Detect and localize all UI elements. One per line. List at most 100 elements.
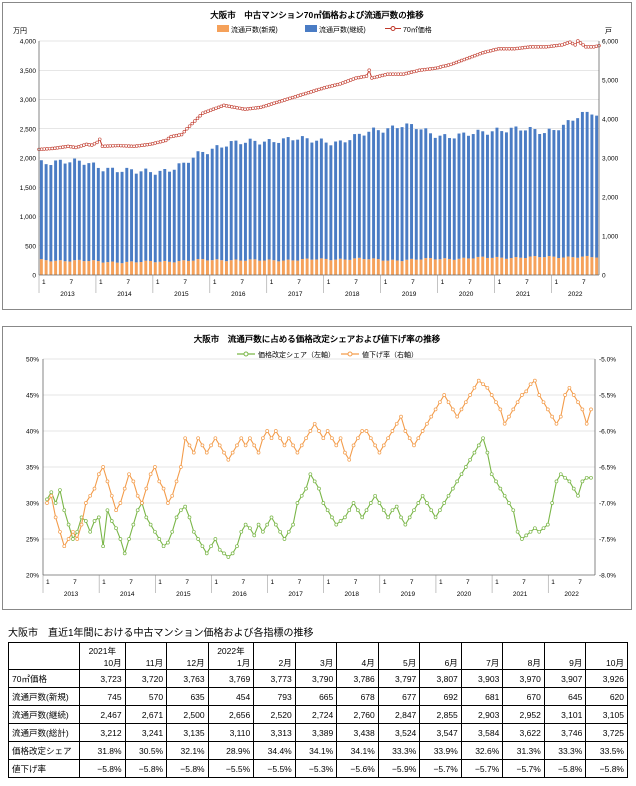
month-tick-label: 7 xyxy=(578,579,582,586)
bar-continuing xyxy=(73,158,77,261)
bar-continuing xyxy=(381,132,385,261)
bar-continuing xyxy=(168,171,171,262)
share-point xyxy=(533,526,537,531)
share-point xyxy=(589,475,593,480)
price-point xyxy=(87,143,91,147)
price-point xyxy=(98,137,102,141)
bar-continuing xyxy=(267,139,271,260)
month-header: 7月 xyxy=(460,642,504,670)
share-point xyxy=(507,501,511,505)
bar-new xyxy=(405,259,409,275)
legend-marker-share xyxy=(243,351,249,357)
bar-continuing xyxy=(96,167,100,262)
year-label: 2015 xyxy=(176,591,191,598)
bar-new xyxy=(391,259,395,275)
bar-new xyxy=(158,261,162,275)
legend-swatch-new xyxy=(217,25,229,32)
share-point xyxy=(170,529,175,534)
cut-point xyxy=(131,479,136,484)
bar-new xyxy=(528,256,532,275)
table-cell: 3,786 xyxy=(336,669,379,688)
share-point xyxy=(84,519,88,523)
year-label: 2016 xyxy=(232,591,247,598)
share-point xyxy=(286,529,291,534)
price-point xyxy=(568,40,572,44)
bar-new xyxy=(595,257,599,275)
cut-point xyxy=(114,508,118,513)
month-tick-label: 7 xyxy=(582,279,586,286)
share-point xyxy=(476,443,481,448)
cut-point xyxy=(312,421,317,426)
month-tick-label: 1 xyxy=(498,279,502,286)
left-tick-label: 1,500 xyxy=(20,185,37,192)
share-point xyxy=(438,508,442,513)
month-tick-label: 7 xyxy=(410,579,414,586)
table-cell: 33.3% xyxy=(543,741,587,760)
bar-new xyxy=(410,258,414,275)
year-label: 2019 xyxy=(401,591,416,598)
table-cell: 2,500 xyxy=(166,705,209,724)
bar-new xyxy=(481,256,485,275)
row-label: 流通戸数(新規) xyxy=(8,687,80,706)
price-point xyxy=(576,39,580,43)
bar-new xyxy=(443,258,447,275)
bar-continuing xyxy=(495,127,499,257)
bar-continuing xyxy=(196,151,200,260)
bar-new xyxy=(357,257,361,275)
cut-point xyxy=(187,443,192,448)
cut-point xyxy=(507,414,511,419)
cut-point xyxy=(343,450,347,455)
bar-continuing xyxy=(63,163,67,262)
cut-point xyxy=(545,407,550,412)
bar-continuing xyxy=(115,172,119,263)
bar-new xyxy=(310,259,314,275)
right-tick-label: -7.0% xyxy=(599,501,616,508)
bar-continuing xyxy=(405,123,409,260)
bar-continuing xyxy=(319,138,323,259)
left-tick-label: 4,000 xyxy=(20,39,37,46)
left-tick-label: 45% xyxy=(26,393,39,400)
cut-point xyxy=(178,465,183,469)
table-cell: −5.8% xyxy=(543,759,587,778)
bar-new xyxy=(395,260,399,275)
cut-point xyxy=(580,407,585,412)
bar-new xyxy=(381,260,385,275)
share-point xyxy=(49,490,54,495)
share-point xyxy=(433,515,438,520)
bar-continuing xyxy=(210,148,214,261)
month-tick-label: 1 xyxy=(383,579,387,586)
bar-continuing xyxy=(229,141,233,261)
bar-continuing xyxy=(158,170,162,262)
cut-point xyxy=(390,429,395,433)
price-point xyxy=(354,76,358,80)
bar-continuing xyxy=(182,162,186,261)
legend-share-label: 価格改定シェア（左軸） xyxy=(258,350,335,359)
share-point xyxy=(343,515,347,520)
share-point xyxy=(541,526,546,531)
table-cell: −5.6% xyxy=(336,759,379,778)
share-point xyxy=(45,497,49,502)
bar-new xyxy=(262,260,266,275)
right-tick-label: 2,000 xyxy=(602,195,619,202)
cut-point xyxy=(92,486,97,491)
bar-continuing xyxy=(44,164,48,261)
share-point xyxy=(498,486,503,491)
share-point xyxy=(96,515,101,520)
cut-point xyxy=(101,465,105,469)
bar-new xyxy=(319,258,323,275)
right-tick-label: 5,000 xyxy=(602,78,619,85)
right-tick-label: -8.0% xyxy=(599,573,616,580)
cut-point xyxy=(511,407,516,412)
share-point xyxy=(235,544,239,549)
bar-new xyxy=(201,259,205,275)
share-point xyxy=(161,544,166,549)
bar-new xyxy=(115,262,119,275)
table-cell: 793 xyxy=(253,687,296,706)
table-cell: 3,769 xyxy=(207,669,255,688)
bar-new xyxy=(490,257,494,275)
table-row: 値下げ率 −5.8% −5.8% −5.8% −5.5% −5.5% −5.3% −5.6% −… xyxy=(8,759,628,778)
bar-new xyxy=(552,256,556,275)
left-tick-label: 35% xyxy=(26,465,39,472)
chart2-axes: 20% 25% 30% 35% 40% 45% 50% -8.0% -7.5% -7.0% -6.5… xyxy=(26,357,616,599)
table-cell: 28.9% xyxy=(207,741,255,760)
